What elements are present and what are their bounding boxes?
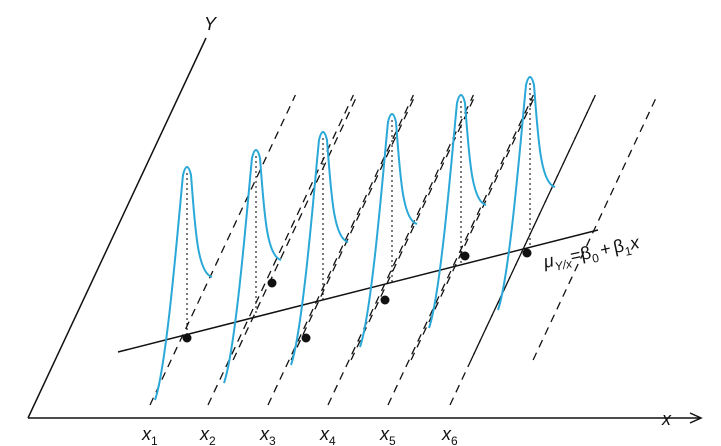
dashed-guide (387, 94, 534, 406)
normal-curve (154, 166, 213, 401)
x-tick-sub: 1 (151, 434, 158, 446)
dashed-guide (149, 94, 296, 406)
x-tick-sub: 2 (209, 434, 216, 446)
x-tick-main: x (379, 424, 390, 444)
x-tick-label: x4 (319, 424, 336, 446)
x-tick-main: x (259, 424, 270, 444)
distributions (149, 76, 658, 406)
x-axis-arrow (689, 412, 703, 424)
normal-curve (359, 113, 418, 348)
x-tick-sub: 4 (329, 434, 336, 446)
dashed-guide (267, 94, 414, 406)
x-tick-sub: 5 (389, 434, 396, 446)
x-tick-label: x3 (259, 424, 276, 446)
dashed-guide (449, 94, 596, 406)
regression-equation: μY/x=β0+β1x (541, 232, 643, 276)
dashed-guide (232, 94, 358, 361)
x-tick-label: x5 (379, 424, 396, 446)
regression-line (117, 229, 599, 353)
dashed-guide (350, 94, 476, 361)
dashed-guide (327, 94, 474, 406)
normal-curve (290, 131, 349, 366)
x-tick-sub: 6 (451, 434, 458, 446)
mean-point (301, 333, 311, 343)
mean-point (267, 278, 277, 288)
y-axis-label: Y (204, 14, 218, 34)
mean-point (380, 295, 390, 305)
mean-point (522, 248, 532, 258)
x-tick-main: x (441, 424, 452, 444)
x-axis-label: x (661, 409, 672, 429)
x-tick-label: x6 (441, 424, 458, 446)
dashed-guide (290, 94, 416, 361)
mean-point (460, 251, 470, 261)
x-tick-main: x (199, 424, 210, 444)
y-axis (27, 37, 207, 419)
normal-curve (497, 76, 556, 311)
x-tick-label: x2 (199, 424, 216, 446)
dashed-guide (207, 94, 354, 406)
x-tick-label: x1 (141, 424, 158, 446)
normal-curve (428, 94, 487, 329)
x-tick-sub: 3 (269, 434, 276, 446)
x-tick-main: x (141, 424, 152, 444)
dashed-guide (410, 94, 536, 361)
dashed-guide (532, 94, 658, 361)
x-tick-main: x (319, 424, 330, 444)
mean-point (182, 333, 192, 343)
normal-curve (223, 149, 282, 384)
